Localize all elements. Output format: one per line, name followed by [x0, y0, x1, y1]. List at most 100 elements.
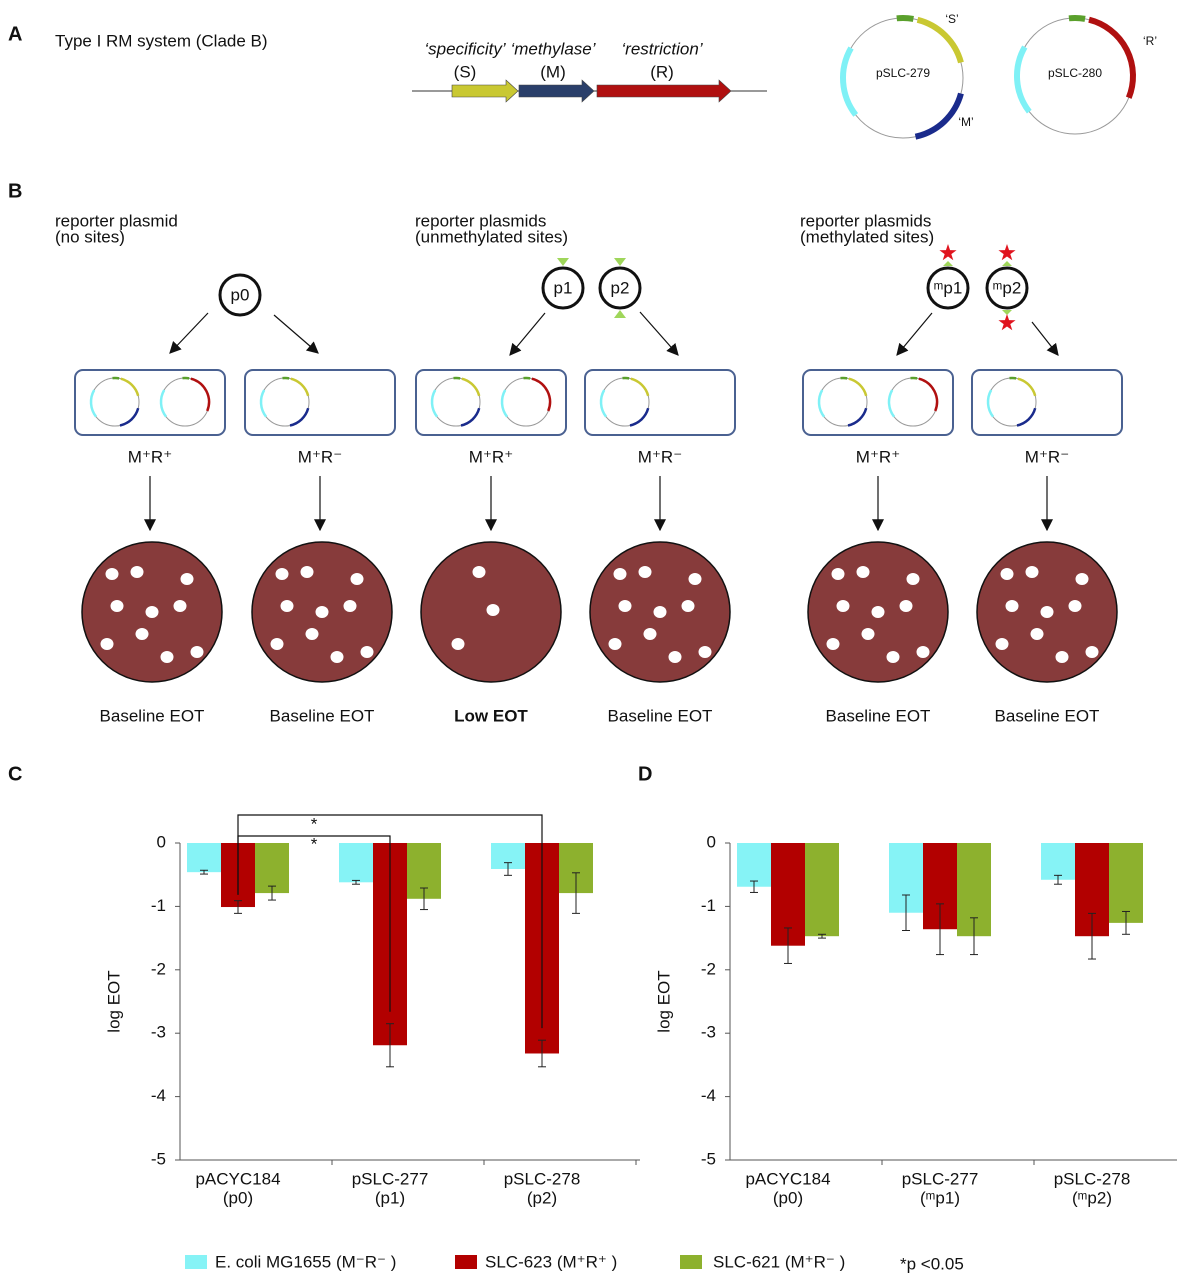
outcome: Baseline EOT — [100, 706, 205, 725]
x-tick-label: (ᵐp2) — [1072, 1188, 1112, 1207]
plasmid-label: ‘M’ — [958, 115, 973, 129]
methyl-star — [998, 244, 1016, 261]
bar — [187, 843, 221, 873]
outcome: Baseline EOT — [270, 706, 375, 725]
x-tick-label: pACYC184 — [745, 1169, 830, 1188]
reporter-plasmid — [541, 266, 585, 310]
plaque — [105, 568, 119, 580]
plaque — [618, 600, 632, 612]
gene-arc — [629, 407, 650, 427]
plaque — [1025, 566, 1039, 578]
outcome: Baseline EOT — [826, 706, 931, 725]
gene-arc — [840, 46, 859, 117]
gene-arc — [1016, 407, 1037, 427]
y-tick-label: 0 — [707, 832, 716, 851]
plaque — [1075, 573, 1089, 585]
y-tick-label: -2 — [701, 959, 716, 978]
plaque — [688, 573, 702, 585]
outcome: Baseline EOT — [995, 706, 1100, 725]
plasmid-name: pSLC-280 — [1048, 66, 1102, 80]
gene-arc — [1068, 15, 1086, 22]
reporter-plasmid — [218, 273, 262, 317]
plaque — [1030, 628, 1044, 640]
x-tick-label: pACYC184 — [195, 1169, 280, 1188]
plaque — [826, 638, 840, 650]
gene-arrow — [518, 79, 595, 103]
group-heading: reporter plasmids — [800, 211, 931, 230]
gene-arc — [120, 377, 140, 397]
bar — [737, 843, 771, 887]
x-tick-label: (p0) — [773, 1188, 803, 1207]
group-heading: (unmethylated sites) — [415, 227, 568, 246]
plaque — [1005, 600, 1019, 612]
methyl-star — [939, 244, 957, 261]
site-marker — [614, 310, 626, 318]
gene-arc — [848, 377, 868, 397]
x-tick-label: (p2) — [527, 1188, 557, 1207]
bar — [255, 843, 289, 894]
gene-arc — [259, 389, 268, 418]
plaque — [886, 651, 900, 663]
bar — [339, 843, 373, 883]
arrow — [896, 312, 933, 356]
genotype: M⁺R⁺ — [128, 447, 172, 466]
arrow — [509, 312, 546, 356]
host-cell — [584, 369, 736, 436]
group-heading: reporter plasmid — [55, 211, 178, 230]
reporter-name: ᵐp1 — [934, 278, 963, 297]
reporter-plasmid — [598, 266, 642, 310]
x-tick-label: pSLC-277 — [902, 1169, 979, 1188]
host-cell — [244, 369, 396, 436]
gene-name: ‘methylase’ — [510, 39, 595, 58]
y-tick-label: -1 — [701, 896, 716, 915]
y-tick-label: 0 — [157, 832, 166, 851]
reporter-name: p0 — [231, 285, 250, 304]
plaque — [130, 566, 144, 578]
legend-swatch — [680, 1255, 702, 1269]
reporter-plasmid — [985, 266, 1029, 310]
plaque — [160, 651, 174, 663]
site-marker — [1002, 310, 1012, 315]
site-marker — [943, 261, 953, 266]
group-heading: (methylated sites) — [800, 227, 934, 246]
plaque — [613, 568, 627, 580]
plaque — [1055, 651, 1069, 663]
gene-arc — [630, 377, 650, 397]
gene-arc — [461, 377, 481, 397]
plaque — [360, 646, 374, 658]
gene-arc — [896, 15, 914, 22]
gene-abbr: (M) — [540, 62, 565, 81]
arrow — [639, 311, 679, 356]
host-cell — [415, 369, 567, 436]
site-marker — [557, 258, 569, 266]
legend-label: SLC-623 (M⁺R⁺ ) — [485, 1252, 617, 1271]
plaque — [1068, 600, 1082, 612]
y-tick-label: -1 — [151, 896, 166, 915]
plasmid-label: ‘R’ — [1143, 34, 1157, 48]
plasmid-label: ‘S’ — [945, 12, 958, 26]
genotype: M⁺R⁺ — [856, 447, 900, 466]
y-tick-label: -2 — [151, 959, 166, 978]
plaque — [861, 628, 875, 640]
plaque — [906, 573, 920, 585]
y-tick-label: -4 — [701, 1086, 716, 1105]
plaque — [638, 566, 652, 578]
gene-name: ‘restriction’ — [621, 39, 702, 58]
significance-bracket — [237, 835, 391, 1012]
plaque — [300, 566, 314, 578]
bar — [1109, 843, 1143, 923]
gene-arc — [290, 377, 310, 397]
legend-swatch — [455, 1255, 477, 1269]
host-cell — [802, 369, 954, 436]
panel-a-title: Type I RM system (Clade B) — [55, 31, 268, 50]
panel-label: A — [8, 23, 22, 45]
plaque — [173, 600, 187, 612]
plaque — [270, 638, 284, 650]
gene-arc — [430, 389, 439, 418]
gene-abbr: (S) — [454, 62, 477, 81]
plaque — [916, 646, 930, 658]
plaque — [180, 573, 194, 585]
plaque — [653, 606, 667, 618]
reporter-plasmid — [926, 266, 970, 310]
plaque — [486, 604, 500, 616]
